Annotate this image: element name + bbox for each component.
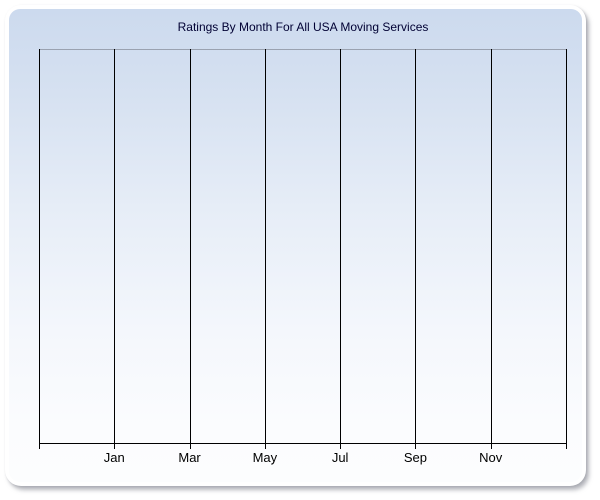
x-axis-label: Sep (403, 450, 427, 465)
x-gridline (491, 49, 492, 449)
x-axis-label: Jan (103, 450, 125, 465)
x-gridline (265, 49, 266, 449)
x-gridline (566, 49, 567, 449)
x-axis-line (39, 443, 567, 444)
x-gridline (114, 49, 115, 449)
x-axis-label: May (252, 450, 278, 465)
x-gridline (415, 49, 416, 449)
x-axis-label: Jul (331, 450, 349, 465)
plot-top-border (39, 49, 567, 50)
chart-title: Ratings By Month For All USA Moving Serv… (177, 20, 429, 34)
x-axis-label: Mar (178, 450, 201, 465)
x-axis-label: Nov (479, 450, 503, 465)
x-gridline (190, 49, 191, 449)
x-gridline (39, 49, 40, 449)
x-gridline (340, 49, 341, 449)
plot-area (39, 49, 567, 449)
chart-panel-background (9, 9, 582, 482)
chart-panel (5, 5, 586, 486)
